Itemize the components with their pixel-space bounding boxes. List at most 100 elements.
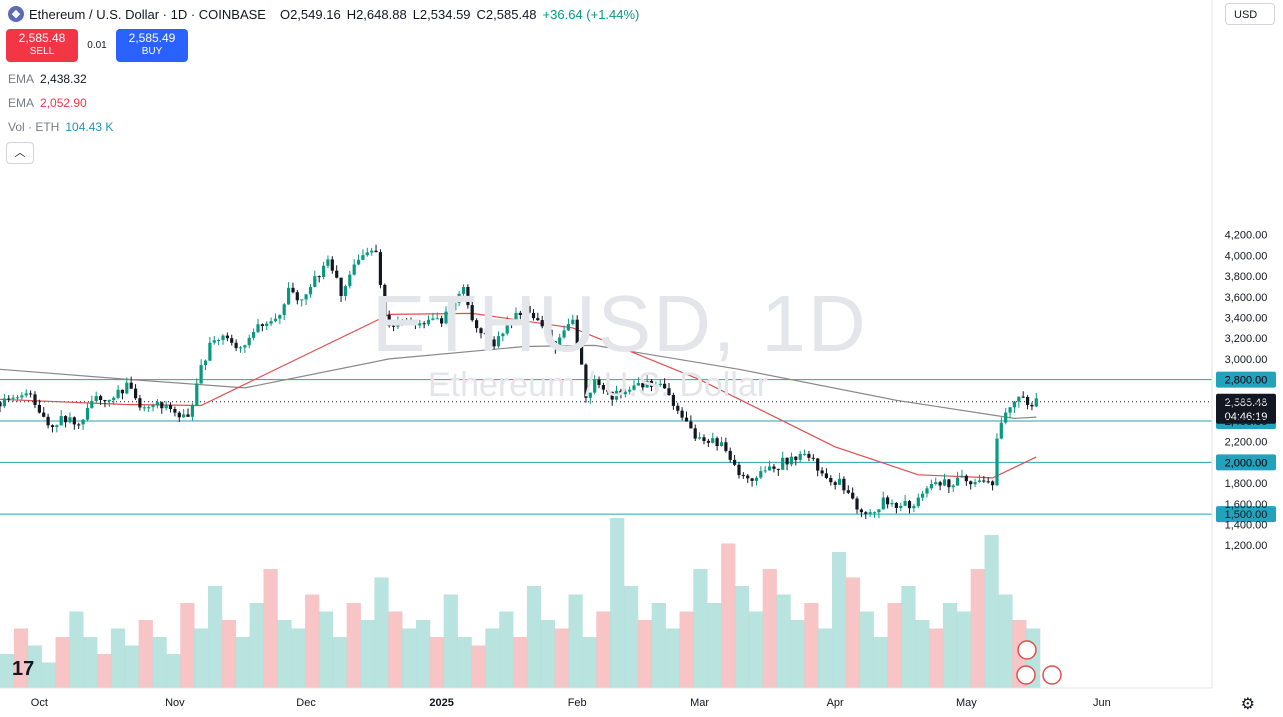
candle-body [287,287,291,305]
currency-select[interactable]: USD [1225,3,1275,25]
candle-body [824,473,828,478]
candle-body [724,442,728,451]
candle-body [505,320,509,334]
candle-body [781,457,785,470]
candle-body [85,407,90,420]
indicator-value: 2,438.32 [40,72,87,86]
candle-body [549,329,553,342]
candle-body [461,287,466,294]
chevron-up-icon[interactable]: ︿ [6,142,34,164]
candle-body [168,405,173,409]
volume-bar [832,552,847,688]
candle-body [282,304,286,316]
close-value: 2,585.48 [485,6,537,22]
volume-bar [859,611,874,688]
indicator-name: Vol · ETH [8,120,60,134]
volume-bar [540,620,555,688]
volume-bar [956,611,971,688]
level-label-bg [1216,454,1276,471]
x-tick-label: Jun [1093,697,1111,709]
candle-body [545,326,549,330]
gear-icon[interactable]: ⚙ [1240,696,1255,713]
candle-body [746,475,750,479]
y-tick-label: 2,400.00 [1225,416,1268,428]
volume-bar [873,637,888,688]
candle-body [942,479,947,486]
candle-body [418,323,422,326]
current-price-label-bg [1216,393,1276,424]
candle-body [763,470,767,472]
candle-body [343,286,347,296]
indicator-ema-fast[interactable]: EMA 2,052.90 [8,96,87,110]
watermark-symbol: ETHUSD, 1D [372,279,868,368]
candle-body [265,323,269,326]
buy-button[interactable]: 2,585.49 BUY [116,29,188,62]
current-price-label: 2,585.48 [1225,397,1268,409]
candle-body [173,409,177,413]
y-tick-label: 3,400.00 [1225,313,1268,325]
candle-body [378,252,382,285]
candle-body [995,438,999,486]
candle-body [475,320,479,329]
candle-body [750,478,754,481]
candle-body [1012,401,1016,408]
volume-bar [388,611,403,688]
candle-body [479,328,483,334]
volume-bar [818,628,833,688]
close-key: C [476,6,486,22]
volume-bar [734,586,750,688]
candle-body [252,332,256,338]
volume-bar [776,594,791,688]
candle-body [186,414,190,417]
level-label: 1,500.00 [1225,509,1268,521]
candle-body [1017,396,1021,402]
candle-body [361,255,365,260]
candle-body [68,417,72,423]
candle-body [409,320,413,323]
candle-body [811,457,815,459]
volume-bar [513,637,528,688]
candle-body [964,475,968,482]
level-label-bg [1216,371,1276,388]
candle-body [531,312,536,319]
candle-body [103,400,107,402]
candle-body [523,306,527,315]
y-tick-label: 4,000.00 [1225,250,1268,262]
volume-bar [748,611,763,688]
candle-body [601,385,605,390]
candle-body [851,492,855,499]
candle-body [1004,412,1008,423]
candle-body [212,340,216,343]
candle-body [894,503,898,508]
symbol-title[interactable]: Ethereum / U.S. Dollar · 1D · COINBASE [29,6,266,22]
tradingview-logo[interactable]: 17 [12,658,35,680]
countdown-label: 04:46:19 [1225,411,1268,423]
sell-button[interactable]: 2,585.48 SELL [6,29,78,62]
candle-body [960,475,964,478]
candle-body [636,383,640,386]
volume-bar [707,603,722,688]
sell-price: 2,585.48 [18,31,66,45]
candle-body [391,325,396,327]
candle-body [671,395,675,406]
indicator-ema-slow[interactable]: EMA 2,438.32 [8,72,87,86]
volume-bar [305,594,320,688]
candle-body [973,482,977,485]
y-tick-label: 2,600.00 [1225,395,1268,407]
candle-body [335,270,339,278]
candle-body [348,274,352,287]
candle-body [90,401,94,408]
candle-body [877,509,881,513]
indicator-name: EMA [8,72,35,86]
candle-body [921,493,925,498]
x-tick-label: May [956,697,977,709]
candle-body [846,490,850,493]
indicator-volume[interactable]: Vol · ETH 104.43 K [8,120,113,134]
candle-body [558,337,562,348]
candle-body [934,482,938,484]
volume-bar [55,637,70,688]
candle-body [514,312,518,323]
candle-body [663,383,667,389]
y-tick-label: 3,600.00 [1225,292,1268,304]
